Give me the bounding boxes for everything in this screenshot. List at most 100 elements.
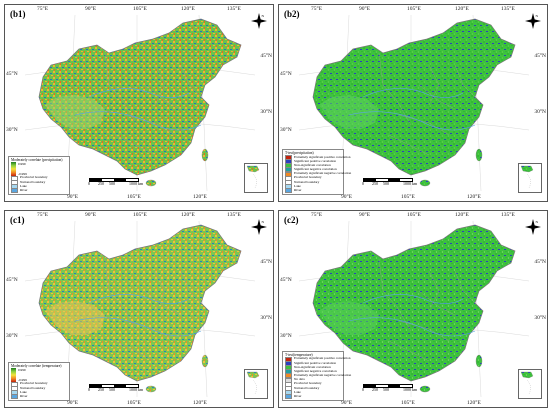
svg-text:N: N [262, 14, 265, 18]
map-canvas [298, 220, 530, 398]
map-panel-b2: (b2) 75°E 90°E 105°E 120°E 135°E 90°E 10… [278, 4, 548, 202]
lon-tick-top: 105°E [407, 212, 421, 218]
lat-tick-left: 45°N [6, 277, 18, 283]
lat-tick-left: 45°N [280, 71, 292, 77]
south-china-sea-inset [244, 163, 268, 193]
legend-item: River [285, 188, 341, 194]
lon-tick-top: 105°E [407, 6, 421, 12]
taiwan-island [475, 148, 483, 162]
lon-tick-bottom: 120°E [467, 400, 481, 406]
lat-tick-right: 45°N [534, 53, 546, 59]
lon-tick-top: 120°E [181, 212, 195, 218]
scale-label: 0 [88, 387, 90, 392]
lon-tick-top: 105°E [133, 212, 147, 218]
lon-tick-top: 90°E [85, 212, 97, 218]
hainan-island [145, 179, 157, 187]
lon-tick-top: 120°E [455, 212, 469, 218]
legend-label: River [20, 188, 28, 192]
lon-tick-top: 75°E [311, 212, 323, 218]
plateau-region [319, 301, 379, 335]
scale-bar: 0 250 500 1000 km [362, 384, 417, 392]
lon-tick-top: 90°E [359, 6, 371, 12]
legend-label: Significant negative correlation [294, 167, 337, 172]
legend-label: River [294, 394, 302, 398]
rivers [74, 88, 202, 131]
scale-label: 0 [362, 181, 364, 186]
panel-label: (c1) [10, 215, 25, 225]
legend-label: Extremely significant negative correlati… [294, 171, 352, 176]
scale-label: 500 [109, 181, 115, 186]
north-arrow-icon: N [525, 13, 541, 29]
svg-text:N: N [536, 14, 539, 18]
lat-tick-right: 45°N [260, 53, 272, 59]
taiwan-island [201, 354, 209, 368]
legend-label: Provincial boundary [294, 175, 322, 180]
scale-bar: 0 250 500 1000 km [362, 178, 417, 186]
plateau-region [45, 301, 105, 335]
legend-gradient-labels: 0.999 -0.999 [18, 368, 27, 382]
map-panel-c1: (c1) 75°E 90°E 105°E 120°E 135°E 90°E 10… [4, 210, 274, 408]
scale-bar-graphic [89, 178, 139, 182]
taiwan-island [475, 354, 483, 368]
legend-swatch [11, 394, 18, 400]
legend-item: River [11, 188, 67, 194]
lon-tick-top: 90°E [359, 212, 371, 218]
scale-label: 1000 km [403, 181, 418, 186]
lat-tick-left: 30°N [280, 127, 292, 133]
south-china-sea-inset [244, 369, 268, 399]
legend-label: Extremely significant positive correlati… [294, 356, 351, 361]
legend-label: National boundary [20, 385, 46, 390]
lon-tick-bottom: 120°E [467, 194, 481, 200]
legend-label: Lake [20, 183, 27, 188]
legend-gradient: 0.999 -0.999 [11, 162, 67, 177]
map-panel-b1: (b1) 75°E 90°E 105°E 120°E 135°E 90°E 10… [4, 4, 274, 202]
lon-tick-bottom: 120°E [193, 194, 207, 200]
legend-gradient-bar [11, 162, 16, 177]
legend-label: Non-significant correlation [294, 364, 331, 369]
scale-label: 1000 km [129, 181, 144, 186]
lat-tick-right: 30°N [260, 109, 272, 115]
legend-swatch [11, 188, 18, 194]
scale-label: 0 [362, 387, 364, 392]
map-canvas [24, 14, 256, 192]
scale-label: 250 [98, 181, 104, 186]
map-legend: T-test(precipitation) Extremely signific… [282, 149, 351, 195]
rivers [348, 294, 476, 337]
lat-tick-left: 30°N [6, 127, 18, 133]
legend-label: Extremely significant negative correlati… [294, 373, 352, 378]
north-arrow-icon: N [525, 219, 541, 235]
scale-label: 0 [88, 181, 90, 186]
legend-label: National boundary [294, 385, 320, 390]
plateau-region [319, 95, 379, 129]
legend-item: River [11, 394, 67, 400]
lon-tick-top: 75°E [37, 6, 49, 12]
legend-gradient-min: -0.999 [18, 172, 27, 177]
legend-label: Provincial boundary [20, 381, 48, 386]
lon-tick-bottom: 105°E [401, 194, 415, 200]
south-china-sea-inset [518, 163, 542, 193]
scale-label: 500 [383, 181, 389, 186]
lon-tick-top: 90°E [85, 6, 97, 12]
hainan-island [419, 179, 431, 187]
scale-bar-graphic [89, 384, 139, 388]
lon-tick-top: 105°E [133, 6, 147, 12]
svg-text:N: N [262, 220, 265, 224]
lon-tick-top: 75°E [37, 212, 49, 218]
map-legend: Moderately correlate (precipitation) 0.9… [8, 156, 70, 195]
map-legend: Moderately correlate (temperature) 0.999… [8, 362, 70, 401]
legend-items: Provincial boundary National boundary Lake… [11, 381, 67, 400]
lon-tick-bottom: 120°E [193, 400, 207, 406]
legend-label: Extremely significant positive correlati… [294, 154, 351, 159]
legend-label: National boundary [294, 179, 320, 184]
legend-label: River [20, 394, 28, 398]
legend-label: Provincial boundary [294, 381, 322, 386]
lat-tick-right: 30°N [534, 315, 546, 321]
hainan-island [419, 385, 431, 393]
provincial-boundaries [378, 258, 476, 362]
legend-label: Lake [294, 389, 301, 394]
lon-tick-bottom: 90°E [341, 400, 353, 406]
panel-label: (b2) [284, 9, 300, 19]
provincial-boundaries [104, 258, 202, 362]
scale-label: 250 [372, 181, 378, 186]
scale-label: 500 [109, 387, 115, 392]
